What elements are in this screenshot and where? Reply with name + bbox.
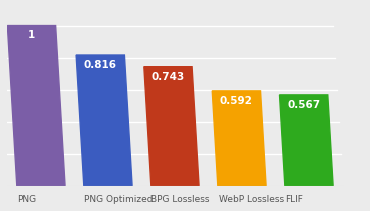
Polygon shape bbox=[279, 95, 333, 186]
Polygon shape bbox=[144, 67, 199, 186]
Polygon shape bbox=[212, 91, 266, 186]
Text: 0.743: 0.743 bbox=[151, 72, 185, 81]
Text: PNG: PNG bbox=[17, 195, 37, 204]
Text: BPG Lossless: BPG Lossless bbox=[151, 195, 210, 204]
Text: 1: 1 bbox=[28, 30, 35, 40]
Text: WebP Lossless: WebP Lossless bbox=[219, 195, 284, 204]
Polygon shape bbox=[76, 55, 132, 186]
Text: 0.567: 0.567 bbox=[287, 100, 320, 110]
Text: 0.592: 0.592 bbox=[220, 96, 253, 106]
Polygon shape bbox=[7, 26, 65, 186]
Text: 0.816: 0.816 bbox=[84, 60, 117, 70]
Text: FLIF: FLIF bbox=[286, 195, 303, 204]
Text: PNG Optimized: PNG Optimized bbox=[84, 195, 153, 204]
